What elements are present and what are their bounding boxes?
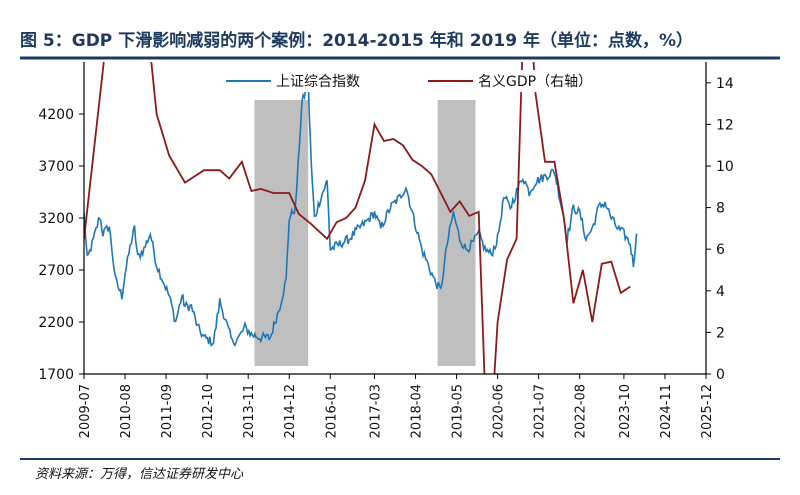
left-tick-label: 2200	[38, 315, 74, 331]
x-tick-label: 2013-11	[242, 384, 257, 438]
right-tick-label: 8	[716, 201, 725, 217]
left-tick-label: 4200	[38, 107, 74, 123]
x-tick-label: 2010-08	[119, 384, 134, 438]
x-tick-label: 2025-12	[700, 384, 715, 438]
x-tick-label: 2012-10	[201, 384, 216, 438]
x-tick-label: 2022-08	[574, 384, 589, 438]
legend-gdp-label: 名义GDP（右轴）	[478, 74, 592, 90]
x-tick-label: 2024-11	[659, 384, 674, 438]
x-tick-label: 2021-07	[533, 384, 548, 438]
right-tick-label: 0	[716, 367, 725, 383]
right-tick-label: 4	[716, 284, 725, 300]
left-tick-label: 1700	[38, 367, 74, 383]
right-tick-label: 14	[716, 76, 734, 92]
x-tick-label: 2009-07	[78, 384, 93, 438]
right-tick-label: 6	[716, 242, 725, 258]
x-tick-label: 2011-09	[160, 384, 175, 438]
left-tick-label: 2700	[38, 263, 74, 279]
x-tick-label: 2016-01	[324, 384, 339, 438]
x-tick-label: 2018-04	[410, 384, 425, 438]
series-line-gdp	[84, 62, 631, 374]
chart-title: 图 5：GDP 下滑影响减弱的两个案例：2014-2015 年和 2019 年（…	[20, 30, 693, 51]
right-tick-label: 2	[716, 325, 725, 341]
left-tick-label: 3700	[38, 159, 74, 175]
x-tick-label: 2014-12	[283, 384, 298, 438]
legend-index-label: 上证综合指数	[276, 74, 360, 90]
legend-gdp-bg	[424, 70, 600, 92]
x-tick-label: 2023-10	[618, 384, 633, 438]
right-tick-label: 10	[716, 159, 734, 175]
series-line-index	[84, 79, 638, 347]
source-note: 资料来源：万得，信达证券研发中心	[35, 467, 244, 482]
left-tick-label: 3200	[38, 211, 74, 227]
x-tick-label: 2019-05	[451, 384, 466, 438]
legend-index-bg	[222, 70, 392, 92]
x-tick-label: 2017-03	[368, 384, 383, 438]
shaded-period-2	[437, 100, 476, 366]
x-tick-label: 2020-06	[492, 384, 507, 438]
right-tick-label: 12	[716, 117, 734, 133]
